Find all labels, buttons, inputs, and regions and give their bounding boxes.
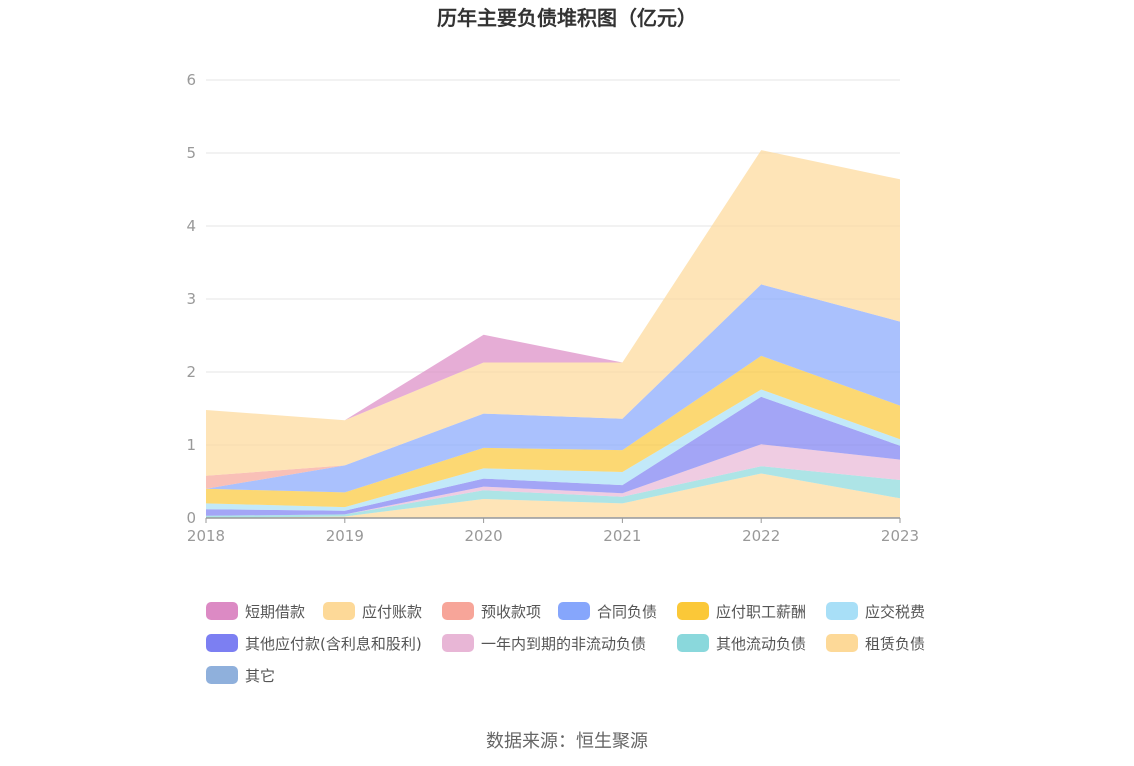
legend-item-0[interactable]: 短期借款 <box>206 602 305 621</box>
axes: 0 1 2 3 4 5 6 2018 2019 2020 2021 2022 2023 <box>186 71 919 545</box>
legend-label: 短期借款 <box>245 603 305 621</box>
legend-item-4[interactable]: 应付职工薪酬 <box>677 602 806 621</box>
legend-label: 其他应付款(含利息和股利) <box>245 635 422 653</box>
y-tick-label: 2 <box>186 363 196 381</box>
legend-label: 预收款项 <box>481 603 541 621</box>
legend-swatch <box>442 602 474 620</box>
y-tick-label: 4 <box>186 217 196 235</box>
area-series-2[interactable] <box>206 466 900 518</box>
legend-label: 其他流动负债 <box>716 635 806 653</box>
legend-swatch <box>826 602 858 620</box>
legend-item-3[interactable]: 合同负债 <box>558 602 657 621</box>
legend-item-8[interactable]: 其他流动负债 <box>677 634 806 653</box>
legend-label: 合同负债 <box>597 603 657 621</box>
y-tick-label: 0 <box>186 509 196 527</box>
area-series-9[interactable] <box>206 150 900 476</box>
legend-label: 应付职工薪酬 <box>716 603 806 621</box>
legend-swatch <box>558 602 590 620</box>
legend-label: 应交税费 <box>865 603 925 621</box>
x-tick-label: 2021 <box>603 527 641 545</box>
legend-label: 应付账款 <box>362 603 422 621</box>
legend-swatch <box>826 634 858 652</box>
chart-title: 历年主要负债堆积图（亿元） <box>437 6 697 30</box>
legend-item-10[interactable]: 其它 <box>206 666 275 685</box>
plot-areas <box>206 150 900 518</box>
legend-item-7[interactable]: 一年内到期的非流动负债 <box>442 634 646 653</box>
y-tick-label: 5 <box>186 144 196 162</box>
legend-item-6[interactable]: 其他应付款(含利息和股利) <box>206 634 422 653</box>
legend-item-2[interactable]: 预收款项 <box>442 602 541 621</box>
area-series-1[interactable] <box>206 473 900 519</box>
area-series-6[interactable] <box>206 355 900 508</box>
area-series-7[interactable] <box>206 284 900 493</box>
legend-swatch <box>206 666 238 684</box>
legend-swatch <box>677 602 709 620</box>
y-tick-label: 3 <box>186 290 196 308</box>
area-series-3[interactable] <box>206 444 900 516</box>
x-tick-label: 2019 <box>326 527 364 545</box>
x-tick-label: 2023 <box>881 527 919 545</box>
legend-item-9[interactable]: 租赁负债 <box>826 634 925 653</box>
legend-swatch <box>677 634 709 652</box>
legend-item-1[interactable]: 应付账款 <box>323 602 422 621</box>
legend-swatch <box>206 602 238 620</box>
legend-label: 一年内到期的非流动负债 <box>481 635 646 653</box>
y-tick-label: 1 <box>186 436 196 454</box>
y-tick-label: 6 <box>186 71 196 89</box>
legend-swatch <box>206 634 238 652</box>
legend-swatch <box>442 634 474 652</box>
source-note: 数据来源：恒生聚源 <box>486 731 648 752</box>
legend-swatch <box>323 602 355 620</box>
x-tick-label: 2020 <box>465 527 503 545</box>
area-series-4[interactable] <box>206 396 900 516</box>
x-tick-label: 2022 <box>742 527 780 545</box>
legend-label: 其它 <box>245 667 275 685</box>
x-tick-label: 2018 <box>187 527 225 545</box>
legend-item-5[interactable]: 应交税费 <box>826 602 925 621</box>
legend-label: 租赁负债 <box>865 635 925 653</box>
